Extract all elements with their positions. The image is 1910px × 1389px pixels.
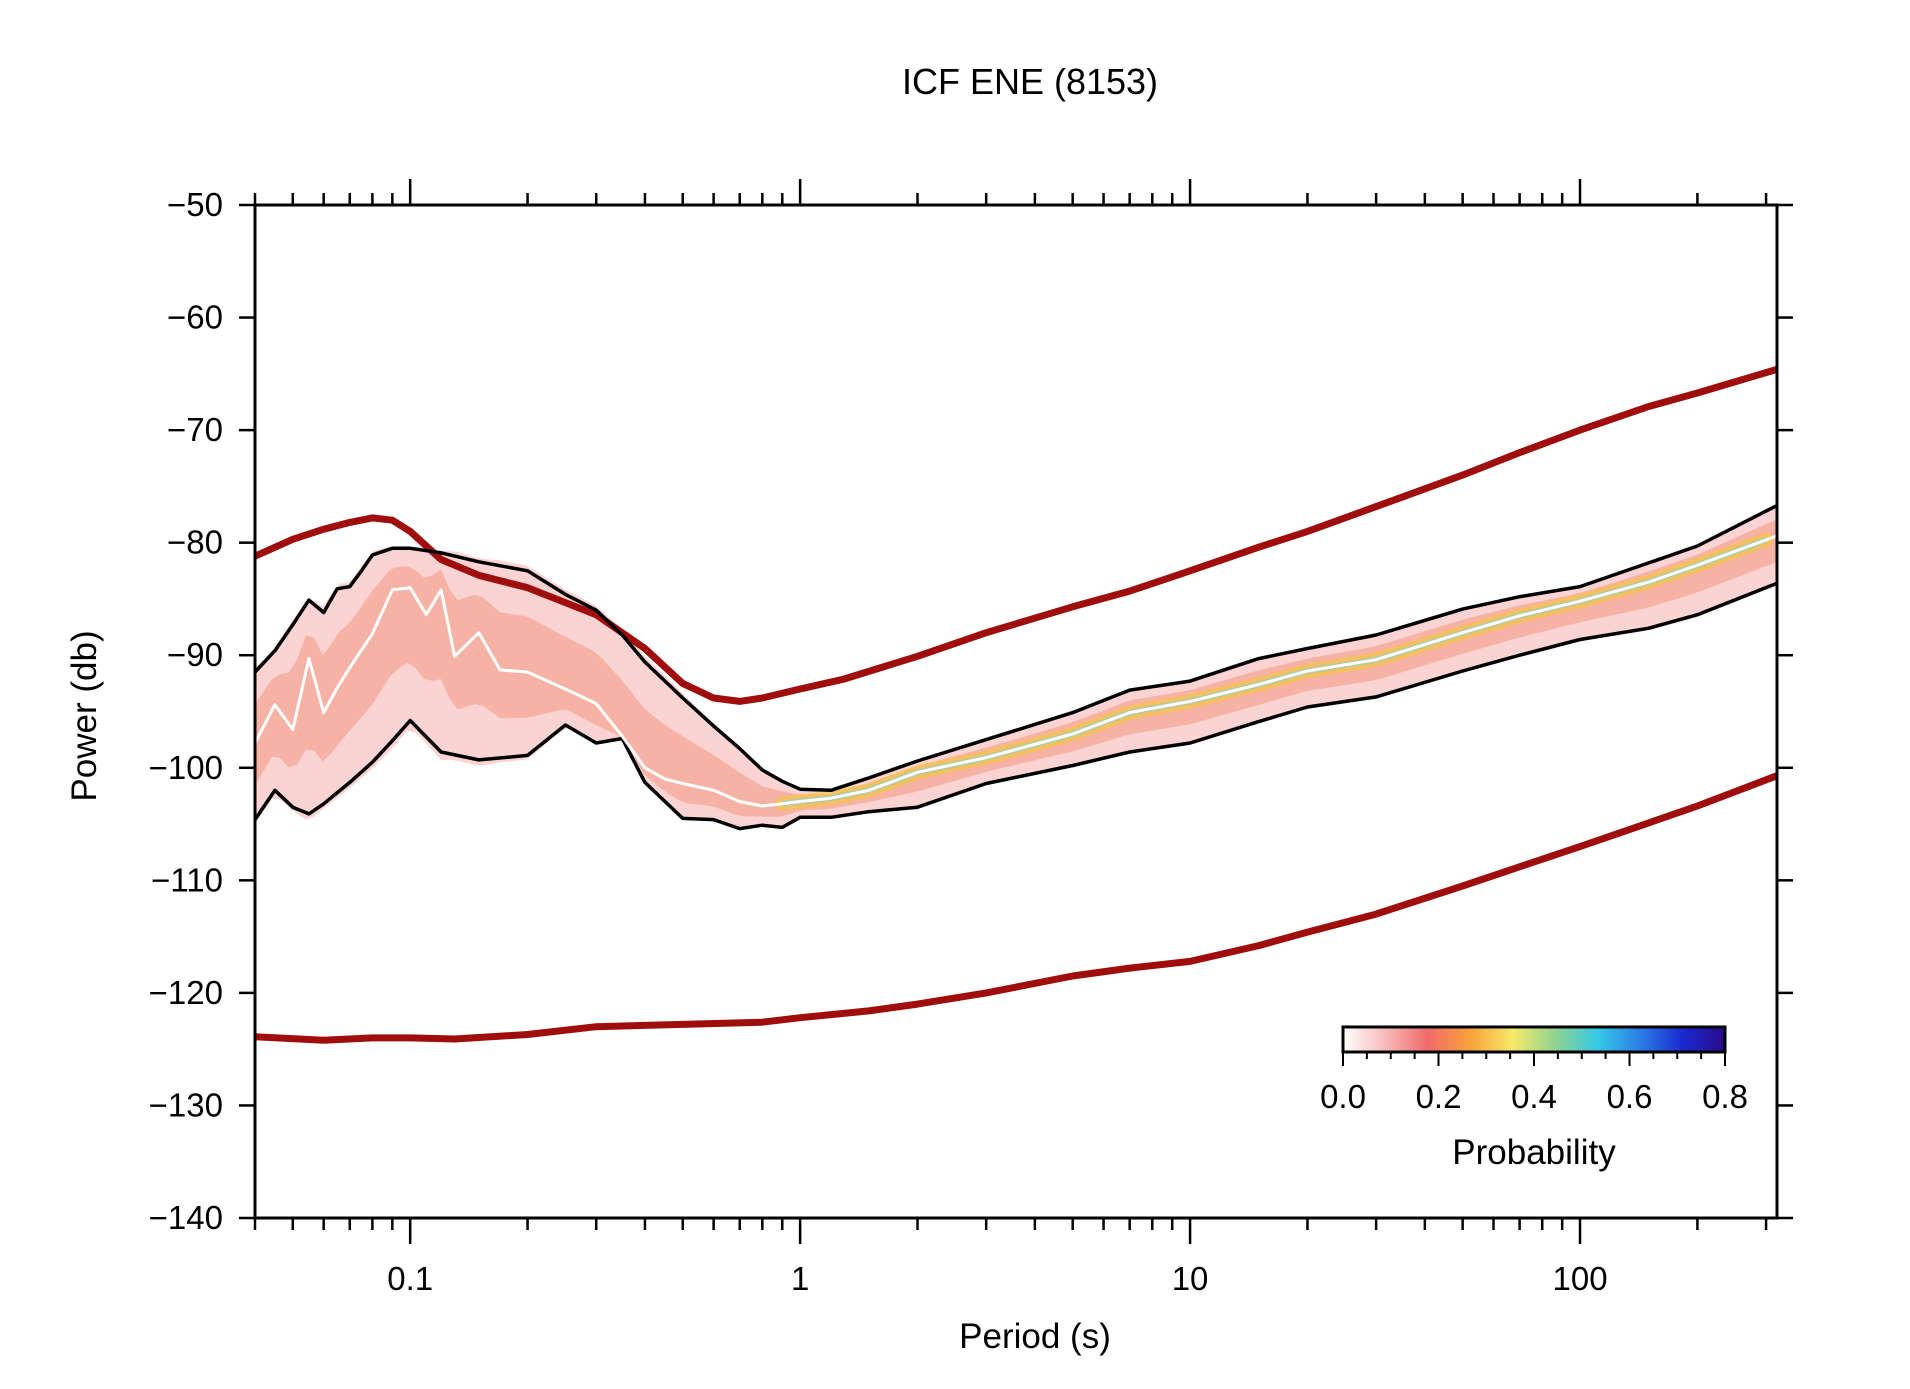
- y-axis: −50 −60 −70 −80 −90 −100 −110 −120 −130 −140: [149, 186, 1793, 1236]
- y-tick-label: −80: [167, 524, 223, 561]
- series-line-mode: [255, 534, 1777, 808]
- series-line-percentile-90: [255, 503, 1777, 793]
- y-tick-label: −140: [149, 1199, 223, 1236]
- y-tick-label: −90: [167, 636, 223, 673]
- pdf-band-middle: [255, 519, 1777, 817]
- y-tick-label: −50: [167, 186, 223, 223]
- x-tick-label: 100: [1552, 1260, 1607, 1297]
- chart-title: ICF ENE (8153): [902, 61, 1158, 102]
- colorbar-tick-label: 0.8: [1702, 1078, 1748, 1115]
- series-line-percentile-10: [255, 581, 1777, 831]
- series-layer: [255, 365, 1777, 1044]
- x-axis: 0.1 1 10 100: [253, 179, 1768, 1297]
- colorbar-tick-label: 0.6: [1607, 1078, 1653, 1115]
- x-tick-label: 1: [791, 1260, 809, 1297]
- colorbar-label: Probability: [1452, 1133, 1616, 1172]
- colorbar-tick-label: 0.0: [1320, 1078, 1366, 1115]
- y-tick-label: −60: [167, 299, 223, 336]
- y-axis-label: Power (db): [65, 630, 104, 801]
- x-tick-label: 10: [1172, 1260, 1209, 1297]
- colorbar-tick-label: 0.2: [1416, 1078, 1462, 1115]
- y-tick-label: −130: [149, 1086, 223, 1123]
- colorbar-tick-label: 0.4: [1511, 1078, 1557, 1115]
- x-axis-label: Period (s): [959, 1317, 1111, 1356]
- colorbar-scale: [1341, 1025, 1727, 1054]
- series-line-noise-model-high: [255, 365, 1777, 705]
- y-tick-label: −110: [151, 861, 223, 898]
- pdf-band-outer: [255, 504, 1777, 829]
- y-tick-label: −100: [149, 749, 223, 786]
- series-line-noise-model-low: [255, 772, 1777, 1044]
- plot-frame: [253, 203, 1779, 1220]
- probability-density-layer: [255, 504, 1777, 829]
- x-tick-label: 0.1: [387, 1260, 433, 1297]
- probability-colorbar: 0.0 0.2 0.4 0.6 0.8 Probability: [1320, 1025, 1748, 1172]
- y-tick-label: −70: [167, 411, 223, 448]
- y-tick-label: −120: [149, 974, 223, 1011]
